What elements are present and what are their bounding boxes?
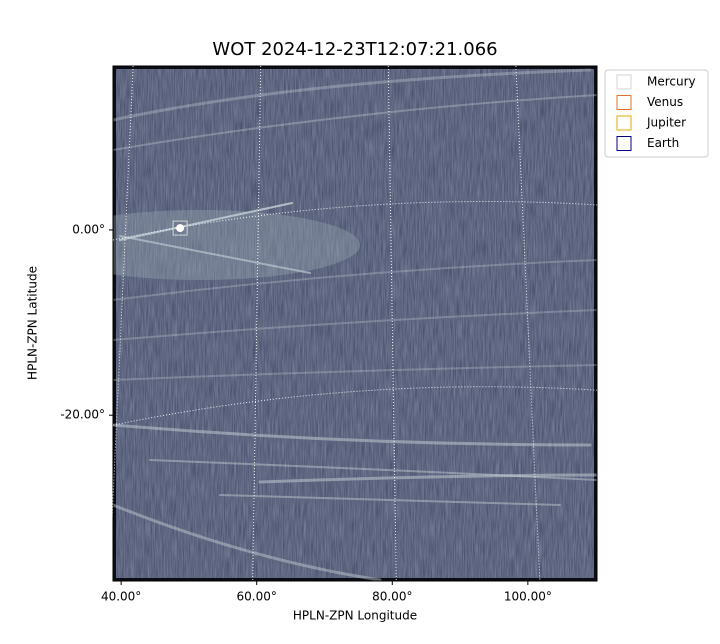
legend-label: Earth xyxy=(647,136,679,150)
legend-label: Venus xyxy=(647,95,683,109)
x-tick-label: 60.00° xyxy=(237,590,277,604)
grid-line xyxy=(387,65,397,582)
x-axis-label: HPLN-ZPN Longitude xyxy=(293,609,417,623)
y-tick-label: -20.00° xyxy=(60,408,105,422)
x-tick-label: 80.00° xyxy=(372,590,412,604)
image xyxy=(113,66,597,581)
legend-marker xyxy=(616,115,632,131)
legend-label: Jupiter xyxy=(646,116,686,130)
legend-box xyxy=(604,69,709,158)
x-tick-label: 40.00° xyxy=(101,590,141,604)
x-tick-label: 100.00° xyxy=(504,590,552,604)
planet-marker xyxy=(172,220,188,236)
y-tick-label: 0.00° xyxy=(72,222,105,236)
legend-marker xyxy=(616,136,632,151)
legend-marker xyxy=(616,74,632,90)
y-axis-label: HPLN-ZPN Latitude xyxy=(26,266,40,380)
plot-frame xyxy=(112,65,598,582)
legend-label: Mercury xyxy=(647,75,696,89)
grid-line xyxy=(515,65,541,582)
grid-line xyxy=(108,65,134,582)
grid-line xyxy=(252,65,262,582)
legend-marker xyxy=(616,95,632,110)
legend xyxy=(604,69,709,158)
chart-title: WOT 2024-12-23T12:07:21.066 xyxy=(212,39,497,60)
planet-glow xyxy=(176,224,185,233)
